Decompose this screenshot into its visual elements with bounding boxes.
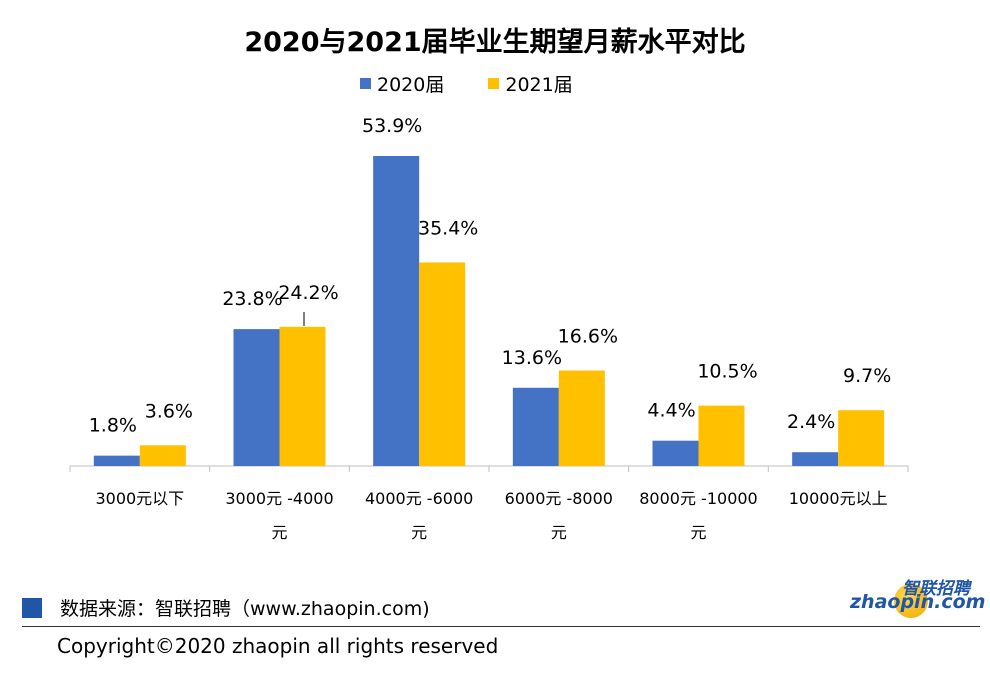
data-label-2021: 3.6% bbox=[145, 400, 193, 422]
legend-label-2020: 2020届 bbox=[377, 74, 445, 96]
category-label: 6000元 -8000 bbox=[505, 489, 613, 508]
data-label-2020: 13.6% bbox=[502, 347, 562, 369]
bar-2020 bbox=[93, 455, 140, 466]
data-label-2020: 4.4% bbox=[647, 400, 695, 422]
category-label: 元 bbox=[411, 523, 427, 542]
category-label: 元 bbox=[551, 523, 567, 542]
data-label-2020: 1.8% bbox=[89, 415, 137, 437]
bar-2021 bbox=[698, 405, 745, 466]
source-text: 数据来源：智联招聘（www.zhaopin.com) bbox=[60, 598, 430, 620]
data-label-2021: 10.5% bbox=[697, 361, 757, 383]
data-label-2020: 23.8% bbox=[222, 288, 282, 310]
bar-2020 bbox=[512, 387, 559, 466]
legend-label-2021: 2021届 bbox=[505, 74, 573, 96]
legend-swatch-2021 bbox=[488, 78, 500, 89]
bar-2020 bbox=[652, 440, 699, 466]
bar-chart: 1.8% 3.6% 3000元以下 23.8%24.2% 3000元 -4000 元 53.… bbox=[69, 115, 909, 542]
data-label-2021: 24.2% bbox=[278, 282, 338, 304]
legend-item-2021: 2021届 bbox=[488, 70, 573, 97]
bar-2020 bbox=[233, 329, 280, 466]
bar-2020 bbox=[792, 452, 839, 466]
data-label-2021: 16.6% bbox=[558, 326, 618, 348]
source-marker bbox=[22, 597, 42, 618]
legend-swatch-2020 bbox=[360, 78, 371, 89]
category-label: 元 bbox=[690, 523, 706, 542]
data-label-2021: 9.7% bbox=[843, 365, 891, 387]
chart-title: 2020与2021届毕业生期望月薪水平对比 bbox=[244, 27, 746, 58]
copyright-text: Copyright©2020 zhaopin all rights reserv… bbox=[57, 634, 499, 658]
category-label: 8000元 -10000 bbox=[639, 489, 757, 508]
category-label: 4000元 -6000 bbox=[365, 489, 473, 508]
bar-2021 bbox=[419, 262, 466, 466]
chart-legend: 2020届 2021届 bbox=[360, 70, 617, 97]
bar-2021 bbox=[279, 326, 326, 466]
logo-chinese: 智联招聘 bbox=[902, 579, 970, 599]
bar-2021 bbox=[838, 410, 885, 466]
category-label: 3000元 -4000 bbox=[225, 489, 333, 508]
category-label: 3000元以下 bbox=[95, 489, 184, 508]
logo-english: zhaopin.com bbox=[850, 591, 986, 613]
logo-ball-icon bbox=[894, 584, 928, 618]
bar-2021 bbox=[558, 370, 605, 466]
zhaopin-logo: 智联招聘 zhaopin.com bbox=[850, 574, 985, 622]
source-note: 数据来源：智联招聘（www.zhaopin.com) bbox=[22, 594, 430, 621]
legend-item-2020: 2020届 bbox=[360, 70, 444, 97]
data-label-2020: 53.9% bbox=[362, 115, 422, 137]
data-label-2020: 2.4% bbox=[787, 411, 835, 433]
data-label-2021: 35.4% bbox=[418, 217, 478, 239]
category-label: 10000元以上 bbox=[789, 489, 888, 508]
category-label: 元 bbox=[271, 523, 287, 542]
bar-2020 bbox=[373, 156, 420, 466]
footer-divider bbox=[22, 626, 980, 627]
bar-2021 bbox=[139, 445, 186, 466]
